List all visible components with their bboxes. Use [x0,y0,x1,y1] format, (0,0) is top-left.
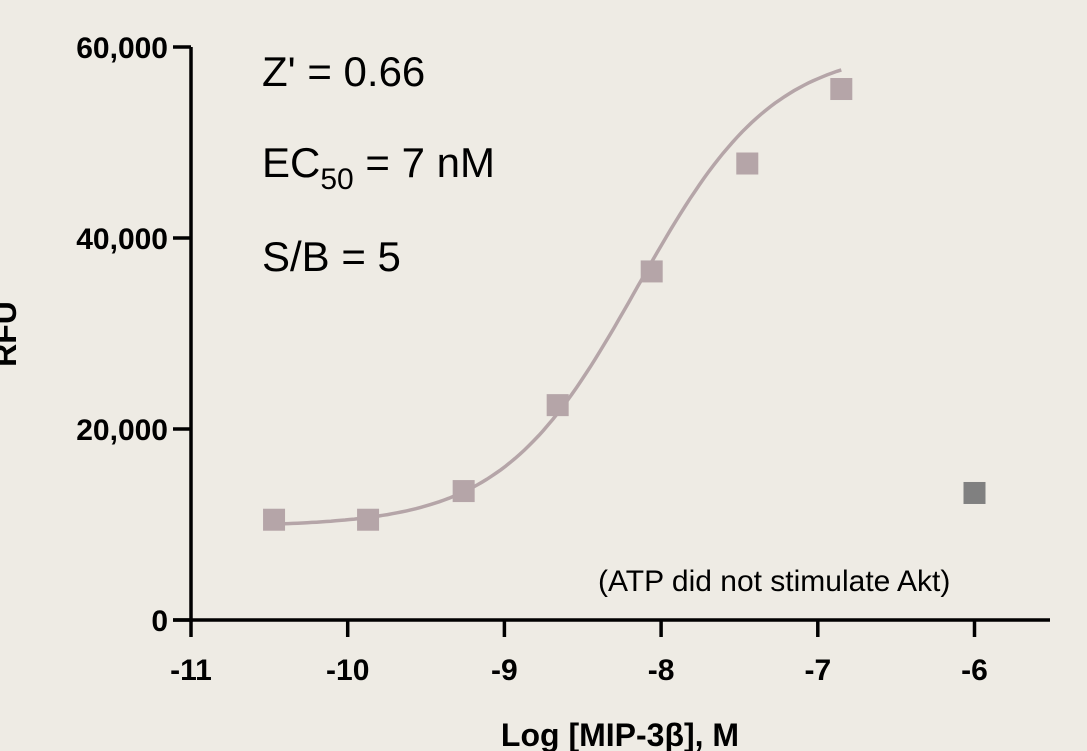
mip3b-data-point [357,508,380,531]
x-tick-label: -10 [326,654,369,687]
y-ticks: 0 20,000 40,000 60,000 [76,32,191,638]
y-tick-label: 20,000 [76,414,168,447]
x-tick-label: -9 [491,654,518,687]
mip3b-data-point [736,152,759,175]
x-ticks: -11 -10 -9 -8 -7 -6 [170,620,988,687]
atp-data-point [963,481,986,504]
x-axis-title: Log [MIP-3β], M [501,717,739,751]
x-tick-label: -6 [961,654,988,687]
sb-annotation: S/B = 5 [262,233,401,280]
z-prime-annotation: Z' = 0.66 [262,48,425,95]
ec50-prefix: EC [262,139,320,186]
y-tick-label: 60,000 [76,32,168,65]
ec50-annotation: EC50 = 7 nM [262,139,495,196]
mip3b-data-point [546,394,569,417]
mip3b-data-point [452,480,475,503]
y-axis-title: RFU [0,301,23,367]
x-tick-label: -11 [170,654,212,687]
axes [173,47,1050,622]
mip3b-data-point [263,508,286,531]
ec50-subscript: 50 [320,163,353,196]
atp-note: (ATP did not stimulate Akt) [598,565,950,598]
data-points [263,78,986,531]
x-tick-label: -8 [648,654,675,687]
y-tick-label: 40,000 [76,223,168,256]
x-tick-label: -7 [804,654,831,687]
mip3b-data-point [640,260,663,283]
mip3b-data-point [830,78,853,101]
y-tick-label: 0 [151,605,168,638]
ec50-suffix: = 7 nM [354,139,495,186]
